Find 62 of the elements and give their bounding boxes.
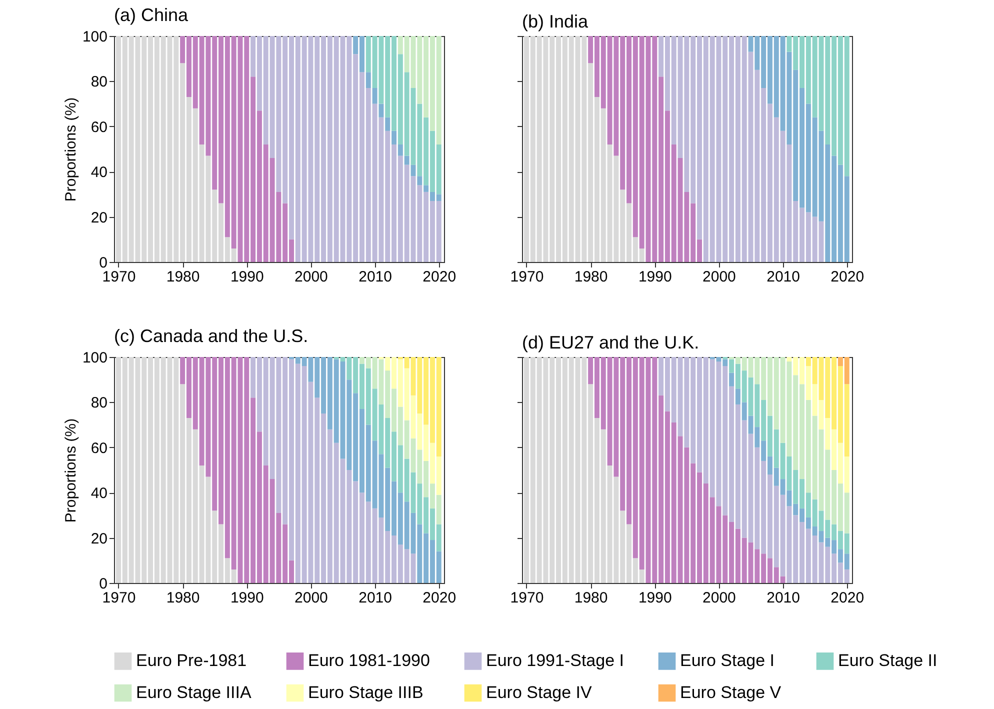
legend-label: Euro 1991-Stage I <box>486 651 624 670</box>
bar <box>410 164 416 176</box>
x-tick-label: 2010 <box>766 590 800 606</box>
y-axis-title: Proportions (%) <box>62 418 80 523</box>
y-tick-label: 40 <box>90 485 108 502</box>
chart-title: (b) India <box>522 12 590 32</box>
bar <box>378 104 384 118</box>
x-tick-label: 2010 <box>358 268 392 286</box>
x-tick-label: 2010 <box>358 590 392 606</box>
x-tick-label: 2020 <box>830 590 864 606</box>
bar <box>366 72 371 88</box>
x-tick-label: 1970 <box>510 590 544 606</box>
x-tick-label: 2010 <box>766 268 800 286</box>
x-tick-label: 2000 <box>294 590 328 606</box>
x-tick-label: 2000 <box>294 268 328 286</box>
y-tick-label: 0 <box>99 254 108 272</box>
x-tick-label: 1970 <box>102 268 136 286</box>
legend-label: Euro Stage IIIA <box>136 683 252 702</box>
x-tick-label: 1990 <box>638 268 672 286</box>
x-tick-label: 1970 <box>102 590 136 606</box>
y-tick-label: 20 <box>90 530 108 548</box>
legend-label: Euro Stage IV <box>486 683 593 702</box>
chart-title: (a) China <box>114 5 190 25</box>
x-tick-label: 1980 <box>574 590 608 606</box>
y-tick-label: 100 <box>82 28 108 46</box>
x-tick-label: 1970 <box>510 268 544 286</box>
legend-label: Euro 1981-1990 <box>308 651 430 670</box>
x-tick-label: 2000 <box>702 268 736 286</box>
bar <box>417 176 422 186</box>
x-tick-label: 1990 <box>638 590 672 606</box>
bar <box>729 372 734 386</box>
legend-label: Euro Stage II <box>838 651 938 670</box>
x-tick-label: 1990 <box>230 268 264 286</box>
x-tick-label: 2020 <box>422 590 456 606</box>
y-tick-label: 100 <box>82 350 108 366</box>
y-tick-label: 0 <box>99 576 108 592</box>
x-tick-label: 2000 <box>702 590 736 606</box>
legend-label: Euro Stage IIIB <box>308 683 424 702</box>
chart-title: (d) EU27 and the U.K. <box>522 332 700 352</box>
x-tick-label: 1980 <box>166 268 200 286</box>
y-tick-label: 80 <box>90 74 108 91</box>
legend-label: Euro Pre-1981 <box>136 651 247 670</box>
bar <box>404 156 410 165</box>
y-tick-label: 60 <box>90 440 108 457</box>
legend-label: Euro Stage V <box>680 683 782 702</box>
chart-title: (c) Canada and the U.S. <box>114 326 308 346</box>
bar <box>372 88 378 104</box>
legend-label: Euro Stage I <box>680 651 775 670</box>
x-tick-label: 1980 <box>166 590 200 606</box>
bar <box>392 130 397 144</box>
bar <box>385 117 390 131</box>
x-tick-label: 1980 <box>574 268 608 286</box>
y-axis-title: Proportions (%) <box>62 97 80 202</box>
y-tick-label: 80 <box>90 394 108 412</box>
x-tick-label: 1990 <box>230 590 264 606</box>
bar <box>398 144 403 156</box>
x-tick-label: 2020 <box>422 268 456 286</box>
y-tick-label: 20 <box>90 209 108 226</box>
bar <box>424 185 429 192</box>
y-tick-label: 40 <box>90 164 108 182</box>
y-tick-label: 60 <box>90 118 108 136</box>
x-tick-label: 2020 <box>830 268 864 286</box>
